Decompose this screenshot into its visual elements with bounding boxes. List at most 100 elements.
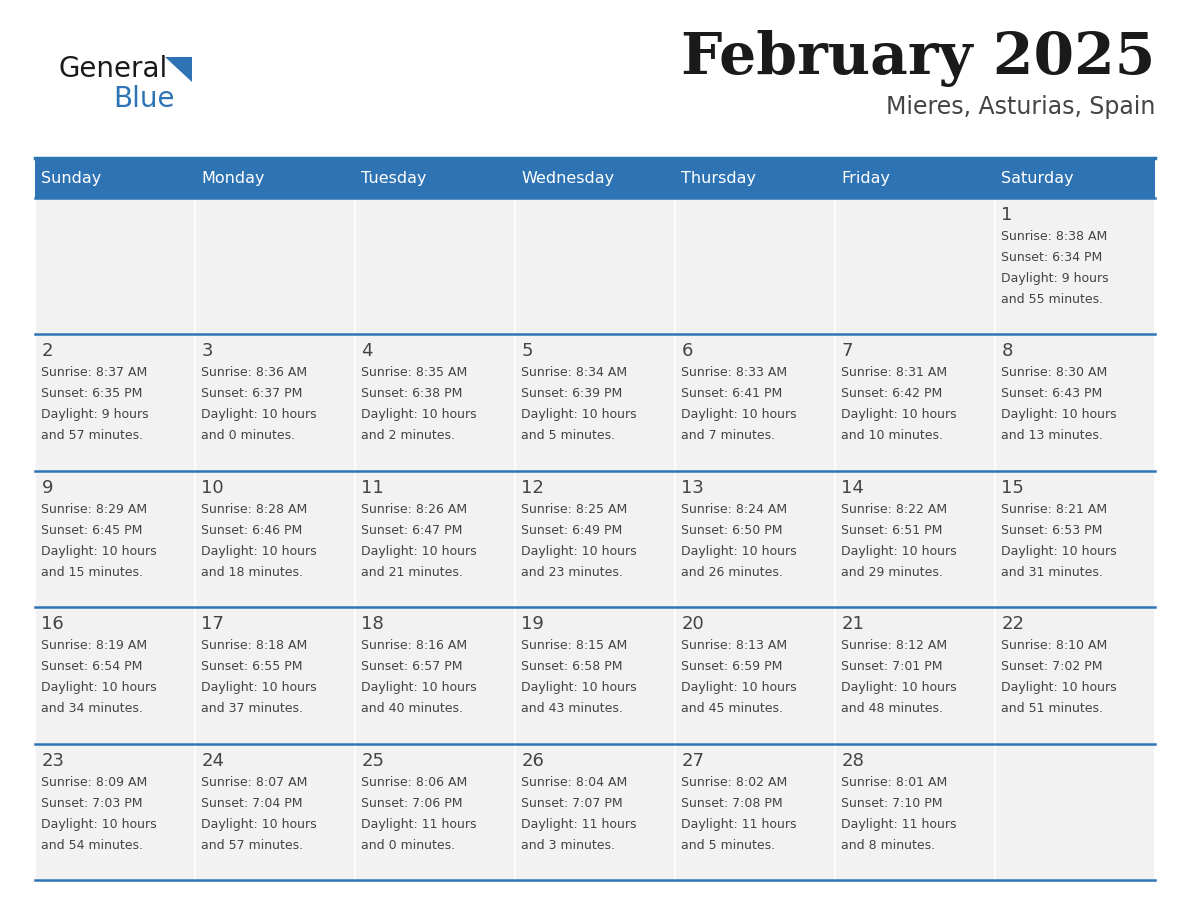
Bar: [835, 334, 996, 471]
Text: 1: 1: [1001, 206, 1013, 224]
Text: and 8 minutes.: and 8 minutes.: [841, 839, 935, 852]
Text: 25: 25: [361, 752, 385, 769]
Text: and 34 minutes.: and 34 minutes.: [42, 702, 144, 715]
Text: Thursday: Thursday: [682, 171, 757, 185]
Text: 28: 28: [841, 752, 865, 769]
Bar: [34, 471, 195, 607]
Text: 8: 8: [1001, 342, 1013, 361]
Text: Sunset: 6:57 PM: Sunset: 6:57 PM: [361, 660, 463, 673]
Text: and 40 minutes.: and 40 minutes.: [361, 702, 463, 715]
Bar: [355, 334, 516, 471]
Text: Sunrise: 8:13 AM: Sunrise: 8:13 AM: [682, 639, 788, 652]
Text: and 57 minutes.: and 57 minutes.: [42, 430, 144, 442]
Text: 11: 11: [361, 479, 384, 497]
Text: Tuesday: Tuesday: [361, 171, 426, 185]
Text: and 48 minutes.: and 48 minutes.: [841, 702, 943, 715]
Bar: [34, 334, 195, 471]
Bar: [355, 744, 516, 880]
Bar: [675, 607, 835, 744]
Bar: [34, 744, 195, 880]
Text: 6: 6: [682, 342, 693, 361]
Text: 21: 21: [841, 615, 865, 633]
Bar: [675, 744, 835, 880]
Text: Daylight: 11 hours: Daylight: 11 hours: [361, 818, 476, 831]
Text: Daylight: 10 hours: Daylight: 10 hours: [361, 409, 478, 421]
Text: Sunrise: 8:07 AM: Sunrise: 8:07 AM: [202, 776, 308, 789]
Text: and 0 minutes.: and 0 minutes.: [202, 430, 296, 442]
Text: and 15 minutes.: and 15 minutes.: [42, 565, 144, 579]
Text: Daylight: 10 hours: Daylight: 10 hours: [42, 818, 157, 831]
Text: Daylight: 11 hours: Daylight: 11 hours: [522, 818, 637, 831]
Text: Sunset: 6:47 PM: Sunset: 6:47 PM: [361, 524, 463, 537]
Text: 10: 10: [202, 479, 225, 497]
Text: 12: 12: [522, 479, 544, 497]
Bar: [516, 198, 675, 334]
Text: 27: 27: [682, 752, 704, 769]
Text: Daylight: 10 hours: Daylight: 10 hours: [522, 544, 637, 558]
Text: 20: 20: [682, 615, 704, 633]
Text: Sunrise: 8:16 AM: Sunrise: 8:16 AM: [361, 639, 468, 652]
Polygon shape: [165, 57, 192, 82]
Text: 9: 9: [42, 479, 53, 497]
Text: Daylight: 10 hours: Daylight: 10 hours: [42, 681, 157, 694]
Text: Sunrise: 8:30 AM: Sunrise: 8:30 AM: [1001, 366, 1107, 379]
Text: Sunset: 6:50 PM: Sunset: 6:50 PM: [682, 524, 783, 537]
Text: Sunrise: 8:35 AM: Sunrise: 8:35 AM: [361, 366, 468, 379]
Text: Daylight: 10 hours: Daylight: 10 hours: [841, 681, 958, 694]
Text: Sunset: 6:51 PM: Sunset: 6:51 PM: [841, 524, 943, 537]
Text: 17: 17: [202, 615, 225, 633]
Text: Daylight: 10 hours: Daylight: 10 hours: [202, 681, 317, 694]
Text: Sunrise: 8:12 AM: Sunrise: 8:12 AM: [841, 639, 948, 652]
Text: and 55 minutes.: and 55 minutes.: [1001, 293, 1104, 306]
Text: Sunrise: 8:37 AM: Sunrise: 8:37 AM: [42, 366, 147, 379]
Text: Daylight: 10 hours: Daylight: 10 hours: [202, 544, 317, 558]
Text: Sunset: 6:39 PM: Sunset: 6:39 PM: [522, 387, 623, 400]
Text: 14: 14: [841, 479, 865, 497]
Text: Sunset: 6:37 PM: Sunset: 6:37 PM: [202, 387, 303, 400]
Text: Daylight: 10 hours: Daylight: 10 hours: [682, 409, 797, 421]
Bar: [516, 334, 675, 471]
Text: Daylight: 10 hours: Daylight: 10 hours: [1001, 681, 1117, 694]
Text: and 2 minutes.: and 2 minutes.: [361, 430, 455, 442]
Text: Sunrise: 8:26 AM: Sunrise: 8:26 AM: [361, 503, 468, 516]
Text: and 31 minutes.: and 31 minutes.: [1001, 565, 1104, 579]
Text: 13: 13: [682, 479, 704, 497]
Text: and 37 minutes.: and 37 minutes.: [202, 702, 303, 715]
Text: Daylight: 10 hours: Daylight: 10 hours: [682, 544, 797, 558]
Text: 16: 16: [42, 615, 64, 633]
Text: Daylight: 10 hours: Daylight: 10 hours: [361, 544, 478, 558]
Text: and 13 minutes.: and 13 minutes.: [1001, 430, 1104, 442]
Text: Daylight: 9 hours: Daylight: 9 hours: [42, 409, 148, 421]
Text: Sunset: 6:59 PM: Sunset: 6:59 PM: [682, 660, 783, 673]
Text: Sunset: 7:10 PM: Sunset: 7:10 PM: [841, 797, 943, 810]
Text: Daylight: 9 hours: Daylight: 9 hours: [1001, 272, 1110, 285]
Text: and 5 minutes.: and 5 minutes.: [682, 839, 776, 852]
Text: Sunrise: 8:24 AM: Sunrise: 8:24 AM: [682, 503, 788, 516]
Text: Sunrise: 8:09 AM: Sunrise: 8:09 AM: [42, 776, 147, 789]
Text: Sunset: 7:04 PM: Sunset: 7:04 PM: [202, 797, 303, 810]
Text: Sunday: Sunday: [42, 171, 102, 185]
Text: and 0 minutes.: and 0 minutes.: [361, 839, 455, 852]
Bar: [34, 158, 1155, 198]
Text: and 21 minutes.: and 21 minutes.: [361, 565, 463, 579]
Text: Sunrise: 8:19 AM: Sunrise: 8:19 AM: [42, 639, 147, 652]
Text: Sunset: 6:42 PM: Sunset: 6:42 PM: [841, 387, 942, 400]
Text: Sunrise: 8:33 AM: Sunrise: 8:33 AM: [682, 366, 788, 379]
Text: Daylight: 11 hours: Daylight: 11 hours: [841, 818, 956, 831]
Bar: [835, 744, 996, 880]
Bar: [355, 471, 516, 607]
Text: and 7 minutes.: and 7 minutes.: [682, 430, 776, 442]
Text: Sunset: 7:02 PM: Sunset: 7:02 PM: [1001, 660, 1102, 673]
Bar: [516, 744, 675, 880]
Text: and 51 minutes.: and 51 minutes.: [1001, 702, 1104, 715]
Text: 7: 7: [841, 342, 853, 361]
Text: Monday: Monday: [202, 171, 265, 185]
Text: 23: 23: [42, 752, 64, 769]
Bar: [195, 334, 355, 471]
Text: and 57 minutes.: and 57 minutes.: [202, 839, 303, 852]
Bar: [195, 198, 355, 334]
Text: Sunrise: 8:04 AM: Sunrise: 8:04 AM: [522, 776, 627, 789]
Text: Sunset: 6:46 PM: Sunset: 6:46 PM: [202, 524, 303, 537]
Text: Daylight: 10 hours: Daylight: 10 hours: [841, 544, 958, 558]
Text: Sunset: 6:45 PM: Sunset: 6:45 PM: [42, 524, 143, 537]
